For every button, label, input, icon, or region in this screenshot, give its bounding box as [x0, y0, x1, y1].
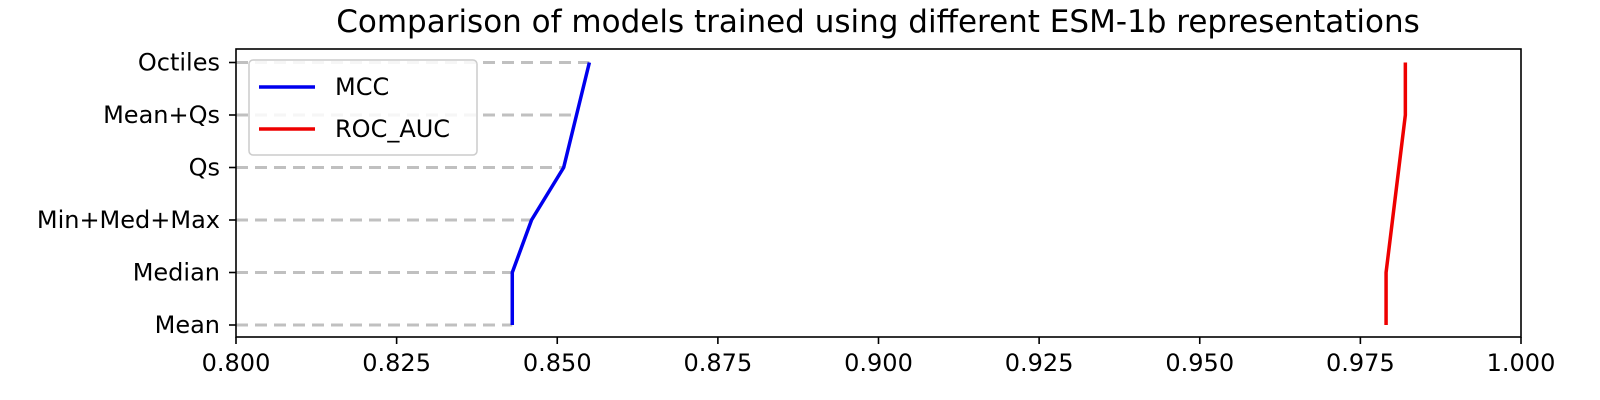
- x-tick-label: 1.000: [1487, 349, 1556, 377]
- roc-auc-series-line: [1384, 62, 1408, 325]
- y-tick-label: Min+Med+Max: [37, 206, 220, 234]
- legend-box: [248, 59, 478, 156]
- mcc-series-line: [510, 62, 592, 325]
- x-tick-label: 0.900: [844, 349, 913, 377]
- x-tick-label: 0.925: [1005, 349, 1074, 377]
- x-tick-label: 0.875: [684, 349, 753, 377]
- x-tick-label: 0.850: [523, 349, 592, 377]
- x-tick-label: 0.800: [202, 349, 271, 377]
- y-tick-label: Median: [133, 259, 220, 287]
- legend-label: ROC_AUC: [335, 115, 450, 143]
- y-tick-label: Mean: [155, 311, 220, 339]
- legend: MCC ROC_AUC: [248, 59, 478, 156]
- x-tick-label: 0.825: [362, 349, 431, 377]
- chart-title: Comparison of models trained using diffe…: [336, 4, 1420, 40]
- y-tick-label: Qs: [189, 154, 220, 182]
- x-tick-label: 0.975: [1326, 349, 1395, 377]
- y-tick-label: Octiles: [138, 49, 220, 77]
- y-tick-label: Mean+Qs: [103, 101, 220, 129]
- x-tick-label: 0.950: [1165, 349, 1234, 377]
- legend-label: MCC: [335, 73, 389, 101]
- axes: Mean Median Min+Med+Max Qs Mean+Qs Octiles 0.8…: [37, 48, 1556, 377]
